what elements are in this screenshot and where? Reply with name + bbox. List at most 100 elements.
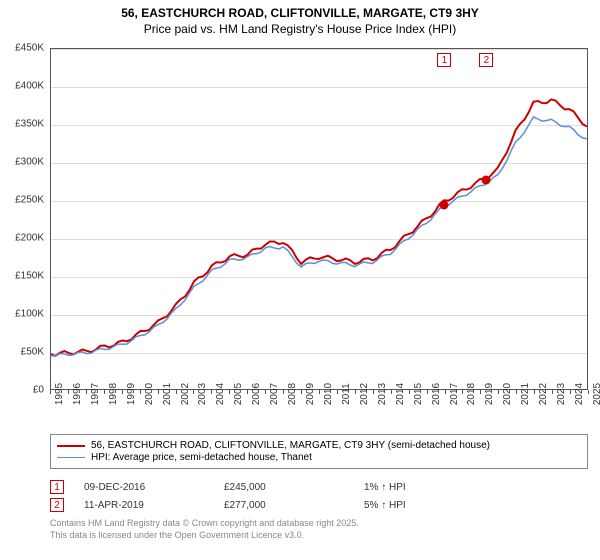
x-tick-mark [50, 390, 51, 394]
x-tick-mark [301, 390, 302, 394]
x-tick-mark [391, 390, 392, 394]
legend-item: HPI: Average price, semi-detached house,… [57, 452, 581, 463]
chart-title-block: 56, EASTCHURCH ROAD, CLIFTONVILLE, MARGA… [0, 0, 600, 36]
y-tick-label: £150K [15, 271, 44, 282]
x-tick-mark [140, 390, 141, 394]
x-tick-mark [516, 390, 517, 394]
y-tick-label: £0 [33, 385, 44, 396]
x-tick-label: 2017 [449, 383, 460, 405]
transaction-date: 09-DEC-2016 [84, 482, 224, 493]
transaction-table: 1 09-DEC-2016£245,0001% ↑ HPI 2 11-APR-2019… [50, 478, 588, 514]
x-tick-label: 2009 [305, 383, 316, 405]
transaction-row: 211-APR-2019£277,0005% ↑ HPI [50, 496, 588, 514]
x-tick-mark [283, 390, 284, 394]
y-tick-label: £350K [15, 119, 44, 130]
x-tick-mark [193, 390, 194, 394]
x-tick-label: 2020 [502, 383, 513, 405]
transaction-price: £245,000 [224, 482, 364, 493]
y-tick-label: £50K [21, 347, 44, 358]
legend-swatch [57, 457, 85, 459]
x-tick-label: 2022 [538, 383, 549, 405]
transaction-date: 11-APR-2019 [84, 500, 224, 511]
x-tick-label: 1999 [126, 383, 137, 405]
y-tick-label: £450K [15, 43, 44, 54]
x-tick-mark [337, 390, 338, 394]
x-tick-mark [480, 390, 481, 394]
x-tick-label: 2013 [377, 383, 388, 405]
x-tick-mark [319, 390, 320, 394]
x-tick-mark [86, 390, 87, 394]
x-tick-label: 2016 [431, 383, 442, 405]
x-tick-mark [552, 390, 553, 394]
series-line [51, 99, 587, 355]
plot-area: 12 [50, 48, 588, 390]
x-tick-label: 2003 [197, 383, 208, 405]
y-axis: £0£50K£100K£150K£200K£250K£300K£350K£400… [0, 48, 48, 390]
x-tick-label: 2012 [359, 383, 370, 405]
transaction-marker-label: 1 [437, 53, 451, 67]
chart-container: 56, EASTCHURCH ROAD, CLIFTONVILLE, MARGA… [0, 0, 600, 560]
x-tick-mark [68, 390, 69, 394]
x-tick-label: 1998 [108, 383, 119, 405]
x-tick-mark [265, 390, 266, 394]
x-tick-label: 2002 [180, 383, 191, 405]
x-tick-label: 2021 [520, 383, 531, 405]
x-tick-mark [247, 390, 248, 394]
x-tick-mark [373, 390, 374, 394]
footer-attribution: Contains HM Land Registry data © Crown c… [50, 518, 359, 541]
x-tick-mark [427, 390, 428, 394]
x-tick-label: 1996 [72, 383, 83, 405]
x-tick-label: 2008 [287, 383, 298, 405]
transaction-row-marker: 2 [50, 498, 64, 512]
x-tick-mark [588, 390, 589, 394]
legend: 56, EASTCHURCH ROAD, CLIFTONVILLE, MARGA… [50, 434, 588, 469]
footer-line-2: This data is licensed under the Open Gov… [50, 530, 359, 542]
legend-label: 56, EASTCHURCH ROAD, CLIFTONVILLE, MARGA… [91, 440, 490, 451]
x-tick-label: 2015 [413, 383, 424, 405]
x-tick-label: 2011 [341, 383, 352, 405]
legend-label: HPI: Average price, semi-detached house,… [91, 452, 312, 463]
transaction-price: £277,000 [224, 500, 364, 511]
chart-lines [51, 49, 587, 389]
footer-line-1: Contains HM Land Registry data © Crown c… [50, 518, 359, 530]
x-tick-mark [176, 390, 177, 394]
x-tick-mark [498, 390, 499, 394]
x-tick-mark [462, 390, 463, 394]
x-tick-mark [229, 390, 230, 394]
x-tick-label: 1997 [90, 383, 101, 405]
x-tick-label: 2000 [144, 383, 155, 405]
x-tick-label: 2018 [466, 383, 477, 405]
x-tick-mark [355, 390, 356, 394]
x-tick-mark [570, 390, 571, 394]
x-tick-mark [158, 390, 159, 394]
x-tick-label: 2025 [592, 383, 600, 405]
x-tick-label: 2007 [269, 383, 280, 405]
x-tick-label: 2001 [162, 383, 173, 405]
transaction-change: 1% ↑ HPI [364, 482, 504, 493]
x-tick-mark [122, 390, 123, 394]
x-tick-mark [534, 390, 535, 394]
x-tick-label: 1995 [54, 383, 65, 405]
x-tick-label: 2006 [251, 383, 262, 405]
transaction-row: 1 09-DEC-2016£245,0001% ↑ HPI [50, 478, 588, 496]
y-tick-label: £250K [15, 195, 44, 206]
y-tick-label: £200K [15, 233, 44, 244]
x-tick-mark [104, 390, 105, 394]
transaction-row-marker: 1 [50, 480, 64, 494]
legend-item: 56, EASTCHURCH ROAD, CLIFTONVILLE, MARGA… [57, 440, 581, 451]
title-line-1: 56, EASTCHURCH ROAD, CLIFTONVILLE, MARGA… [0, 6, 600, 20]
x-tick-mark [211, 390, 212, 394]
x-tick-label: 2010 [323, 383, 334, 405]
y-tick-label: £100K [15, 309, 44, 320]
transaction-marker-dot [482, 176, 491, 185]
transaction-marker-dot [440, 200, 449, 209]
y-tick-label: £300K [15, 157, 44, 168]
x-tick-label: 2014 [395, 383, 406, 405]
x-tick-label: 2004 [215, 383, 226, 405]
x-tick-mark [409, 390, 410, 394]
x-tick-label: 2005 [233, 383, 244, 405]
title-line-2: Price paid vs. HM Land Registry's House … [0, 22, 600, 36]
legend-swatch [57, 445, 85, 447]
x-axis: 1995199619971998199920002001200220032004… [50, 390, 588, 430]
x-tick-label: 2023 [556, 383, 567, 405]
